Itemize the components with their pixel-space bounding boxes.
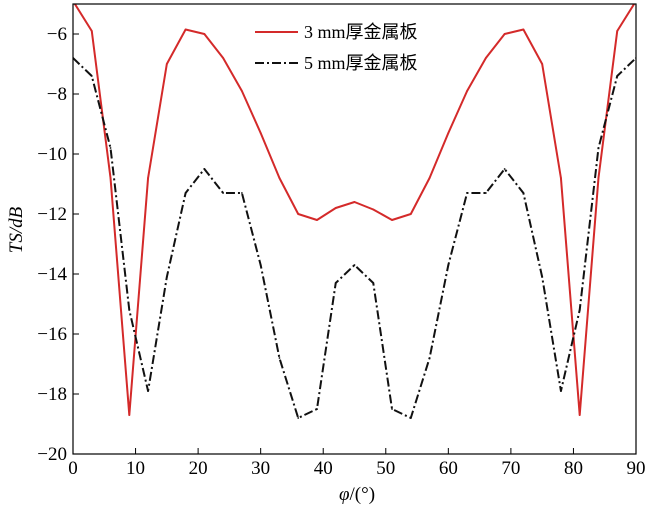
x-axis-unit: /(°) <box>349 484 375 505</box>
y-tick-label: −18 <box>37 384 67 405</box>
series-1-point <box>203 33 206 35</box>
series-2-point <box>203 168 206 170</box>
series-1-point <box>241 90 243 92</box>
series-1-point <box>259 132 262 134</box>
series-1-point <box>428 177 431 179</box>
y-tick-label: −16 <box>37 324 67 345</box>
series-1-point <box>222 57 225 59</box>
x-tick-label: 0 <box>68 458 78 479</box>
legend: 3 mm厚金属板 5 mm厚金属板 <box>255 22 418 73</box>
series-2-point <box>128 309 131 311</box>
x-tick-label: 70 <box>501 458 520 479</box>
series-1-group <box>72 0 637 416</box>
series-2-point <box>578 309 581 311</box>
x-tick-label: 80 <box>564 458 583 479</box>
series-1-point <box>560 177 562 179</box>
series-1-point <box>616 30 619 32</box>
y-axis-title: TS/dB <box>6 206 27 253</box>
x-axis-title: φ/(°) <box>339 484 375 505</box>
series-2-point <box>541 276 544 278</box>
series-1-point <box>522 28 525 31</box>
x-tick-label: 50 <box>376 458 395 479</box>
x-tick-label: 30 <box>251 458 270 479</box>
y-tick-label: −20 <box>37 444 67 465</box>
series-2-point <box>616 75 619 77</box>
series-1-point <box>391 219 393 221</box>
series-1-point <box>297 213 300 215</box>
y-tick-label: −14 <box>37 264 67 285</box>
series-1-point <box>353 201 356 203</box>
series-2-point <box>278 357 281 359</box>
series-2-point <box>184 192 187 194</box>
series-2-point <box>428 357 431 359</box>
series-1-point <box>635 0 637 2</box>
series-2-point <box>165 276 168 278</box>
series-1-point <box>147 177 149 179</box>
series-1-point <box>447 132 450 134</box>
series-1-point <box>165 63 168 65</box>
series-2-point <box>484 192 487 194</box>
series-1-point <box>541 63 544 65</box>
series-2-point <box>372 282 375 284</box>
series-2-point <box>90 75 93 77</box>
ticks-layer: 0 10 20 30 40 50 60 70 80 90 −20 −18 −16 −14 −12 −10 −8 −… <box>37 24 645 479</box>
series-1-point <box>72 0 74 2</box>
x-tick-label: 20 <box>189 458 208 479</box>
y-tick-label: −8 <box>47 84 67 105</box>
series-2-point <box>447 264 450 266</box>
series-2-point <box>391 408 393 410</box>
series-2-point <box>334 282 337 284</box>
series-1-point <box>316 219 318 221</box>
series-1-point <box>128 414 131 416</box>
series-1-point <box>109 177 112 179</box>
series-2-point <box>297 417 300 419</box>
series-2-point <box>503 168 506 170</box>
legend-label-series-2: 5 mm厚金属板 <box>304 53 418 73</box>
series-2-point <box>147 390 149 392</box>
series-1-point <box>90 30 93 32</box>
series-2-point <box>259 264 262 266</box>
series-1-point <box>484 57 487 59</box>
series-1-point <box>578 414 581 416</box>
series-2-point <box>109 147 112 149</box>
series-2-point <box>560 390 562 392</box>
series-2-point <box>241 192 243 194</box>
series-2-point <box>222 192 225 194</box>
y-tick-label: −10 <box>37 144 67 165</box>
series-2-group <box>73 57 636 419</box>
series-1-point <box>184 28 187 31</box>
x-tick-label: 40 <box>314 458 333 479</box>
series-2-point <box>409 417 412 419</box>
series-2-point <box>316 408 318 410</box>
series-1-point <box>597 177 600 179</box>
series-1-point <box>466 90 468 92</box>
legend-label-series-1: 3 mm厚金属板 <box>304 22 418 42</box>
series-2-point <box>466 192 468 194</box>
axes-layer <box>72 3 637 455</box>
series-1-point <box>372 208 375 211</box>
series-layer <box>72 0 637 419</box>
series-2-line <box>73 57 636 419</box>
series-2-point <box>597 147 600 149</box>
series-1-point <box>334 207 337 209</box>
series-2-point <box>522 192 525 194</box>
series-1-point <box>409 213 412 215</box>
series-2-point <box>353 264 356 266</box>
x-axis-symbol: φ <box>339 484 350 505</box>
y-tick-label: −6 <box>47 24 67 45</box>
x-tick-label: 10 <box>126 458 145 479</box>
x-tick-label: 90 <box>627 458 646 479</box>
series-1-point <box>278 177 281 179</box>
x-tick-label: 60 <box>439 458 458 479</box>
plot-frame <box>72 3 637 455</box>
series-1-point <box>503 33 506 35</box>
y-tick-label: −12 <box>37 204 67 225</box>
